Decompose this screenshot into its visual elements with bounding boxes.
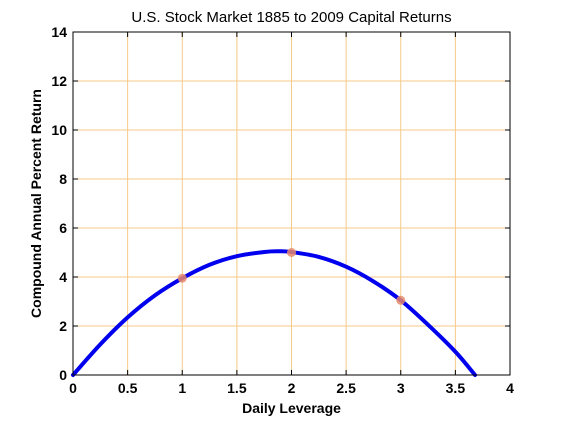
return-curve-line (71, 249, 478, 377)
x-tick-label: 3 (397, 380, 405, 396)
y-axis-label: Compound Annual Percent Return (28, 89, 44, 318)
x-tick-label: 1.5 (227, 380, 247, 396)
y-tick-label: 14 (51, 24, 67, 40)
x-tick-label: 3.5 (446, 380, 466, 396)
data-point (396, 295, 406, 305)
x-tick-label: 0 (69, 380, 77, 396)
y-tick-label: 10 (51, 122, 67, 138)
y-tick-label: 6 (59, 220, 67, 236)
x-tick-label: 1 (178, 380, 186, 396)
x-tick-label: 4 (506, 380, 514, 396)
y-tick-label: 4 (59, 269, 67, 285)
grid (72, 31, 511, 376)
chart-title: U.S. Stock Market 1885 to 2009 Capital R… (131, 9, 451, 26)
x-tick-label: 2.5 (336, 380, 356, 396)
x-tick-label: 2 (288, 380, 296, 396)
x-axis-label: Daily Leverage (242, 400, 341, 416)
plot-series (71, 248, 478, 377)
y-tick-label: 2 (59, 318, 67, 334)
data-point (177, 273, 187, 283)
y-tick-label: 12 (51, 73, 67, 89)
data-point (287, 248, 296, 257)
x-tick-label: 0.5 (118, 380, 138, 396)
ticks: 0 0.5 1 1.5 2 2.5 3 3.5 4 0 2 4 6 8 10 12 14 (51, 24, 514, 396)
y-tick-label: 8 (59, 171, 67, 187)
y-tick-label: 0 (59, 367, 67, 383)
